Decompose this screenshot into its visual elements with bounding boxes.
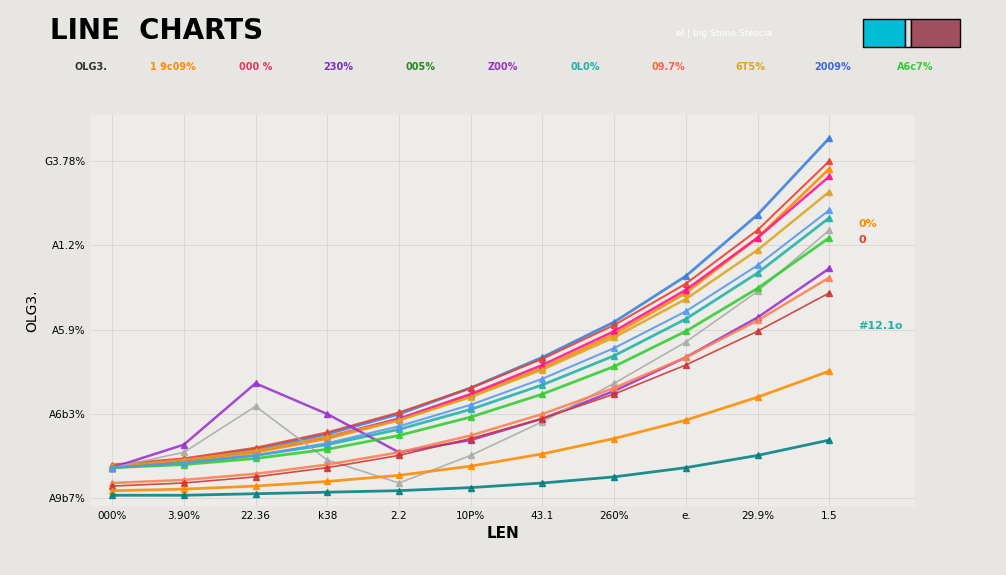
Text: 000 %: 000 % [238, 62, 273, 72]
FancyBboxPatch shape [863, 19, 905, 47]
Text: 2009%: 2009% [815, 62, 851, 72]
Text: el | big Stone Stescia: el | big Stone Stescia [676, 29, 772, 37]
Text: 230%: 230% [323, 62, 353, 72]
FancyBboxPatch shape [911, 19, 960, 47]
Text: 0: 0 [858, 235, 866, 245]
Y-axis label: OLG3.: OLG3. [25, 289, 39, 332]
X-axis label: LEN: LEN [487, 527, 519, 542]
FancyBboxPatch shape [905, 19, 911, 47]
Text: OLG3.: OLG3. [74, 62, 107, 72]
Text: 6T5%: 6T5% [735, 62, 766, 72]
Text: 0%: 0% [858, 220, 877, 229]
Text: 0L0%: 0L0% [570, 62, 601, 72]
Text: #12.1o: #12.1o [858, 321, 902, 331]
Text: A6c7%: A6c7% [897, 62, 934, 72]
Text: 09.7%: 09.7% [651, 62, 685, 72]
Text: Z00%: Z00% [488, 62, 518, 72]
Text: 005%: 005% [405, 62, 436, 72]
Text: LINE  CHARTS: LINE CHARTS [50, 17, 264, 45]
Text: 1 9c09%: 1 9c09% [150, 62, 196, 72]
